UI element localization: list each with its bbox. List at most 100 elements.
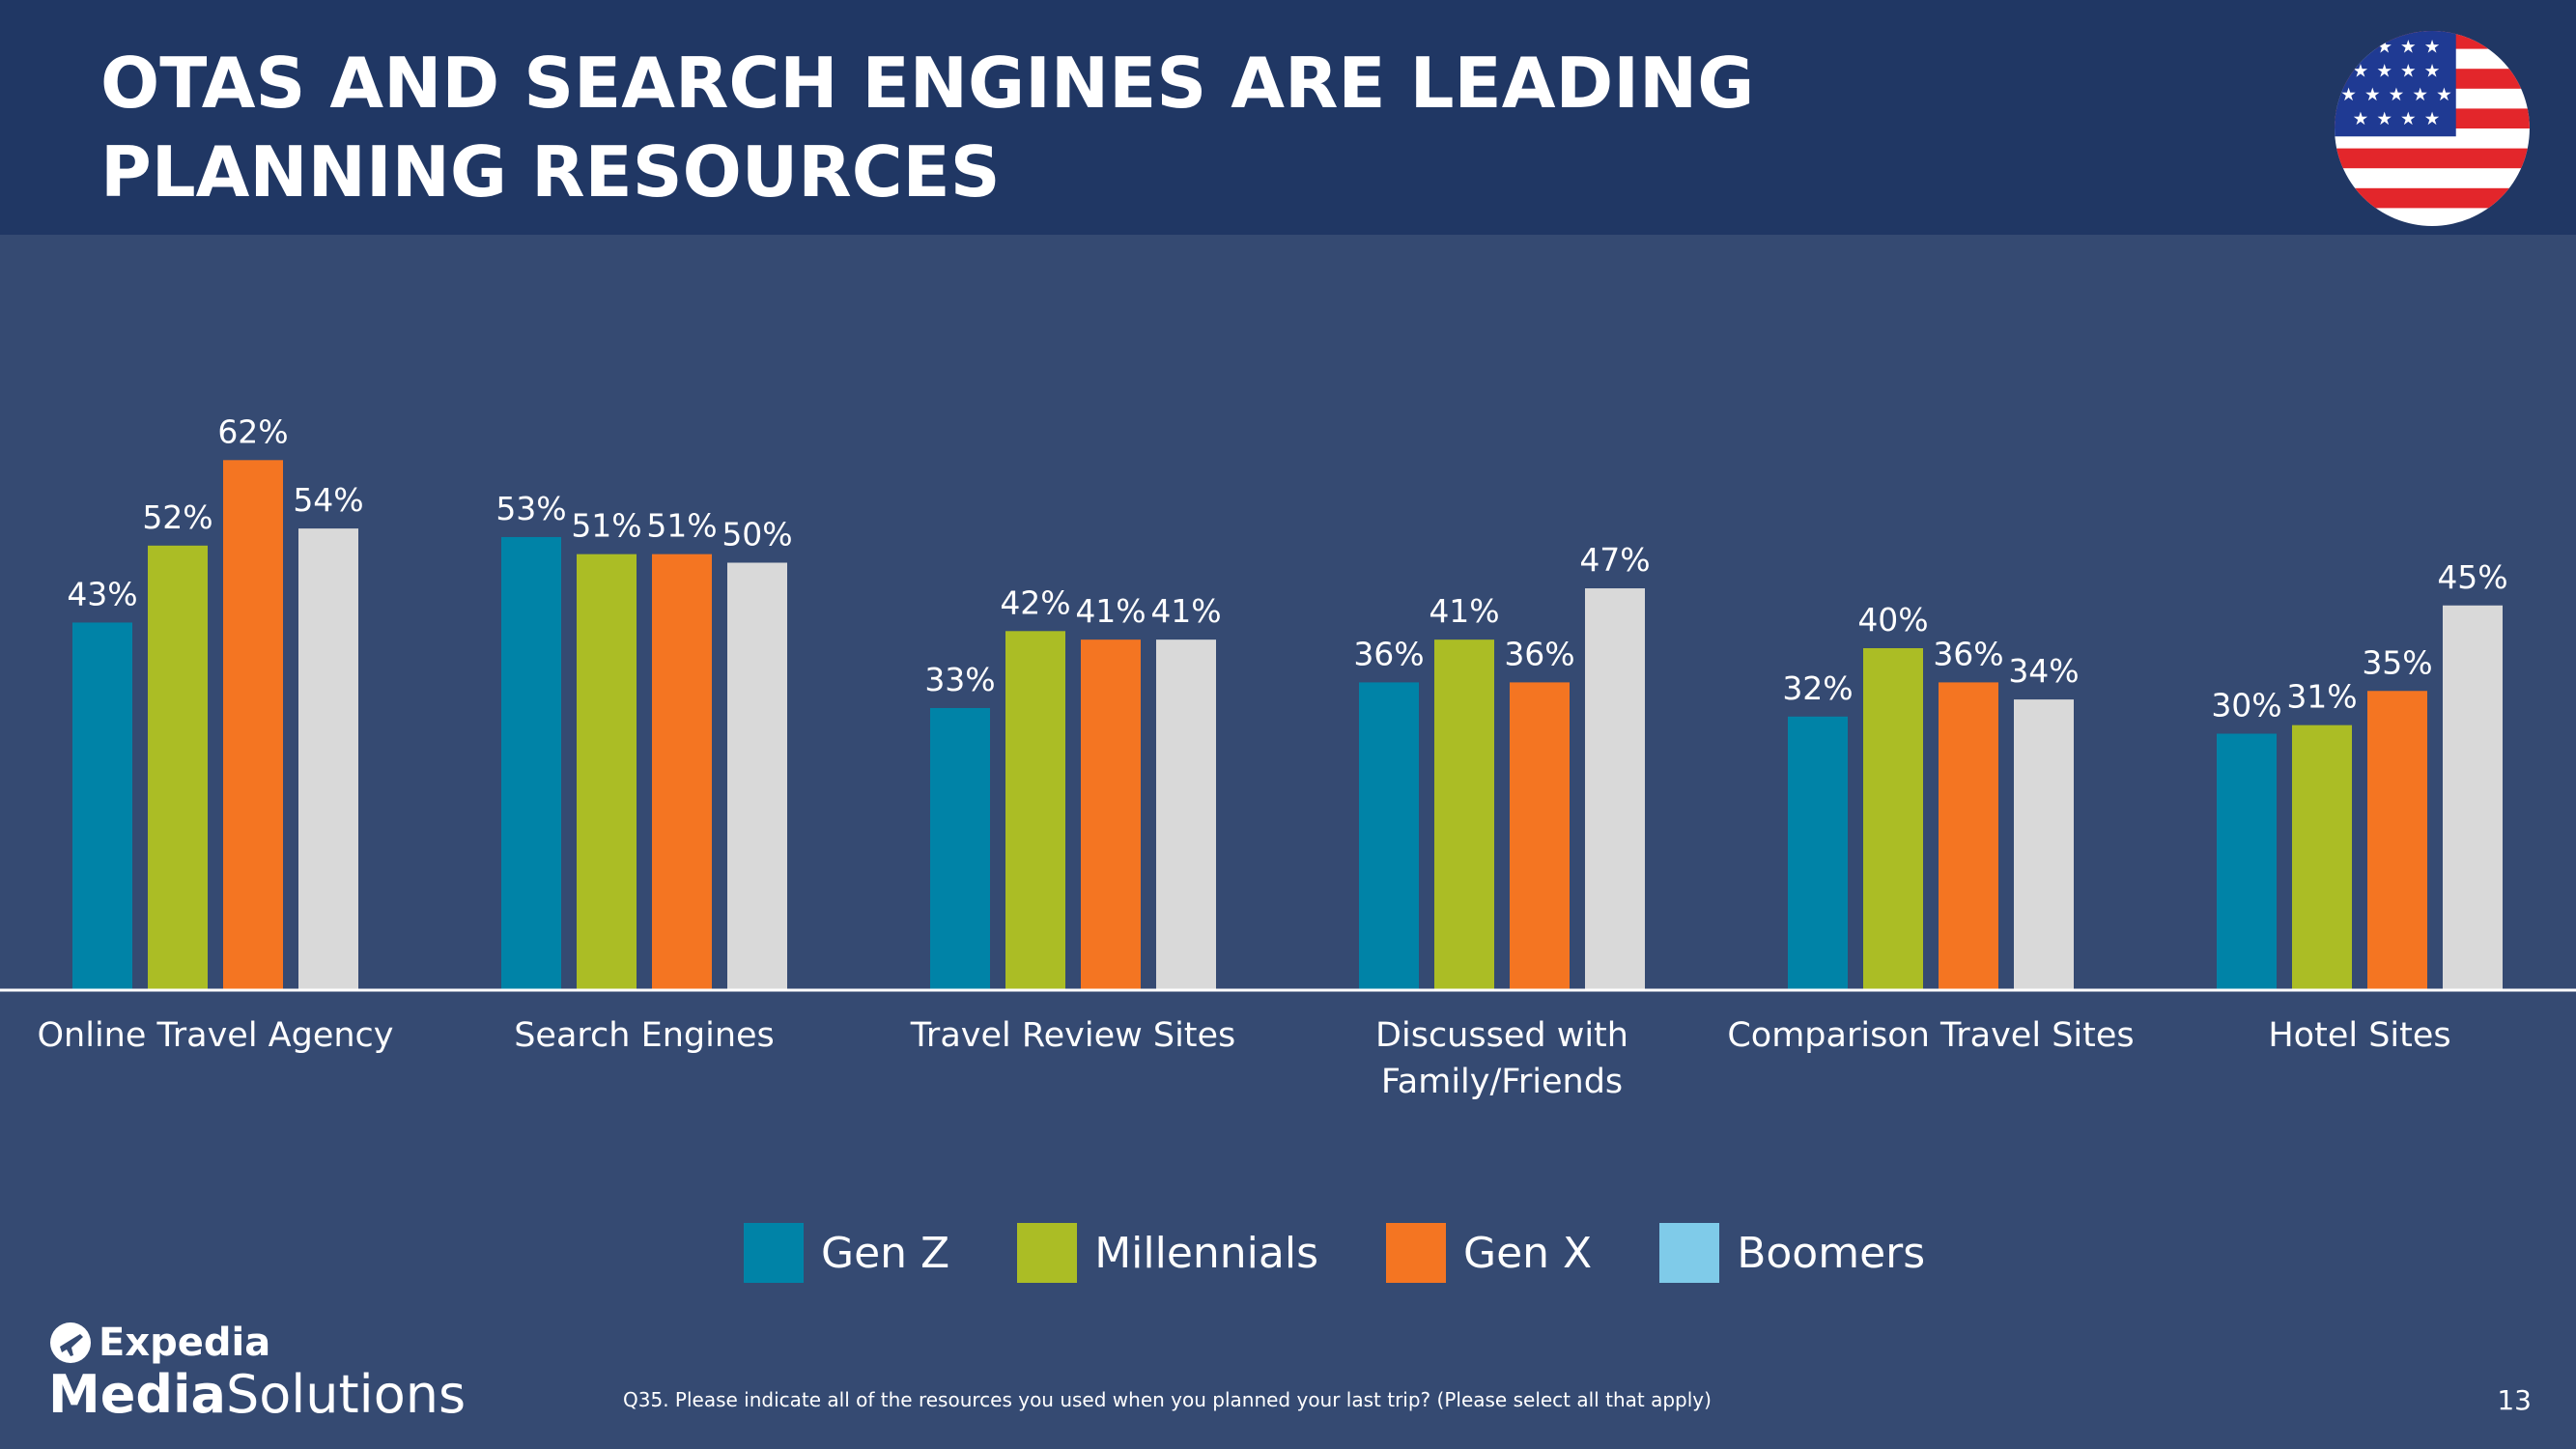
bar-gen-x-2 xyxy=(1081,639,1141,990)
svg-text:★: ★ xyxy=(2364,85,2381,105)
category-label-1-0: Search Engines xyxy=(514,1016,775,1055)
value-label-boomers-4: 34% xyxy=(2008,652,2079,690)
logo-media-text: Media xyxy=(48,1364,226,1425)
bar-chart: 43%52%62%54% 53% 51% 51% 50%33%42% 41% 41%36%4… xyxy=(0,412,2576,1101)
svg-text:★: ★ xyxy=(2400,38,2417,58)
bar-group xyxy=(72,460,2503,990)
bar-boomers-4 xyxy=(2014,699,2074,990)
bar-boomers-2 xyxy=(1156,639,1216,990)
legend-label-gen-z: Gen Z xyxy=(821,1228,950,1278)
legend-label-gen-x: Gen X xyxy=(1463,1228,1593,1278)
svg-text:★: ★ xyxy=(2340,85,2357,105)
value-label-boomers-2: 41% xyxy=(1150,592,1221,630)
survey-footnote: Q35. Please indicate all of the resource… xyxy=(623,1388,1712,1411)
legend-swatch-gen-z xyxy=(744,1223,804,1283)
value-label-gen-z-0: 43% xyxy=(67,575,137,612)
page-title: OTAS AND SEARCH ENGINES ARE LEADING PLAN… xyxy=(100,39,1936,216)
value-label-boomers-3: 47% xyxy=(1579,541,1650,579)
category-label-0-0: Online Travel Agency xyxy=(37,1016,393,1055)
bar-boomers-5 xyxy=(2443,605,2503,990)
value-label-gen-x-2: 41% xyxy=(1075,592,1146,630)
category-label-3-1: Family/Friends xyxy=(1381,1063,1623,1101)
value-label-gen-z-1: 53% xyxy=(495,490,566,527)
header-band: OTAS AND SEARCH ENGINES ARE LEADING PLAN… xyxy=(0,0,2576,235)
svg-text:★: ★ xyxy=(2389,85,2405,105)
value-label-gen-z-4: 32% xyxy=(1782,669,1853,707)
logo-top-row: Expedia xyxy=(48,1316,466,1370)
svg-text:★: ★ xyxy=(2436,85,2452,105)
bar-boomers-3 xyxy=(1585,588,1645,990)
bar-gen-x-4 xyxy=(1939,682,1998,990)
value-label-gen-x-3: 36% xyxy=(1504,635,1574,672)
bar-gen-x-3 xyxy=(1510,682,1570,990)
svg-text:★: ★ xyxy=(2353,61,2369,81)
bar-boomers-0 xyxy=(298,528,358,990)
legend-item-boomers: Boomers xyxy=(1659,1223,1925,1283)
logo-solutions-text: Solutions xyxy=(225,1364,467,1425)
legend-swatch-millennials xyxy=(1017,1223,1078,1283)
svg-text:★: ★ xyxy=(2424,38,2441,58)
bar-gen-x-0 xyxy=(223,460,283,990)
svg-text:★: ★ xyxy=(2400,61,2417,81)
logo-product-text: MediaSolutions xyxy=(48,1366,466,1424)
bar-gen-z-4 xyxy=(1788,716,1848,990)
bar-gen-z-0 xyxy=(72,622,132,990)
svg-text:★: ★ xyxy=(2400,109,2417,129)
bar-millennials-0 xyxy=(148,545,208,990)
svg-text:★: ★ xyxy=(2353,109,2369,129)
bar-millennials-2 xyxy=(1005,631,1065,990)
title-line-1: OTAS AND SEARCH ENGINES ARE LEADING xyxy=(100,43,1755,124)
expedia-plane-icon xyxy=(50,1322,91,1363)
value-label-boomers-5: 45% xyxy=(2437,558,2507,596)
bar-millennials-4 xyxy=(1863,648,1923,990)
category-label-5-0: Hotel Sites xyxy=(2268,1016,2450,1055)
us-flag-icon: ★ ★ ★ ★ ★ ★ ★ ★ ★ ★ ★ ★ ★ ★ ★ ★ xyxy=(2335,31,2530,226)
bar-gen-z-2 xyxy=(930,707,990,990)
legend-item-gen-x: Gen X xyxy=(1386,1223,1592,1283)
legend-item-gen-z: Gen Z xyxy=(744,1223,949,1283)
expedia-media-solutions-logo: Expedia MediaSolutions xyxy=(48,1316,466,1424)
category-label-group: Online Travel Agency Search Engines Travel… xyxy=(37,1016,2450,1101)
legend-swatch-gen-x xyxy=(1386,1223,1447,1283)
value-label-millennials-5: 31% xyxy=(2286,678,2357,716)
category-label-3-0: Discussed with xyxy=(1375,1016,1628,1055)
bar-gen-x-1 xyxy=(652,554,712,990)
category-label-4-0: Comparison Travel Sites xyxy=(1727,1016,2134,1055)
value-label-gen-x-0: 62% xyxy=(217,412,288,450)
value-label-gen-z-2: 33% xyxy=(924,661,995,698)
bar-gen-z-1 xyxy=(501,536,561,990)
value-label-millennials-0: 52% xyxy=(142,498,212,536)
value-label-gen-z-5: 30% xyxy=(2211,687,2281,724)
value-label-gen-x-4: 36% xyxy=(1933,635,2003,672)
legend-swatch-boomers xyxy=(1659,1223,1720,1283)
bar-gen-z-3 xyxy=(1359,682,1419,990)
svg-text:★: ★ xyxy=(2412,85,2428,105)
bar-millennials-5 xyxy=(2292,724,2352,990)
value-label-group: 43%52%62%54% 53% 51% 51% 50%33%42% 41% 41%36%4… xyxy=(67,412,2507,724)
page-number: 13 xyxy=(2497,1384,2532,1416)
bar-millennials-1 xyxy=(577,554,637,990)
svg-text:★: ★ xyxy=(2376,38,2392,58)
value-label-boomers-0: 54% xyxy=(293,481,363,519)
bar-millennials-3 xyxy=(1434,639,1494,990)
value-label-boomers-1: 50% xyxy=(722,516,792,554)
legend-label-boomers: Boomers xyxy=(1737,1228,1926,1278)
logo-brand-text: Expedia xyxy=(99,1321,271,1365)
value-label-millennials-1: 51% xyxy=(571,507,641,545)
svg-text:★: ★ xyxy=(2376,61,2392,81)
value-label-millennials-4: 40% xyxy=(1857,601,1928,639)
category-label-2-0: Travel Review Sites xyxy=(910,1016,1236,1055)
svg-text:★: ★ xyxy=(2424,109,2441,129)
value-label-millennials-2: 42% xyxy=(1000,583,1070,621)
chart-legend: Gen Z Millennials Gen X Boomers xyxy=(744,1222,1993,1284)
bar-gen-x-5 xyxy=(2367,691,2427,990)
svg-text:★: ★ xyxy=(2424,61,2441,81)
bar-boomers-1 xyxy=(727,562,787,990)
legend-item-millennials: Millennials xyxy=(1017,1223,1318,1283)
legend-label-millennials: Millennials xyxy=(1094,1228,1319,1278)
title-line-2: PLANNING RESOURCES xyxy=(100,131,1001,213)
value-label-gen-x-1: 51% xyxy=(646,507,717,545)
bar-gen-z-5 xyxy=(2217,733,2277,990)
value-label-millennials-3: 41% xyxy=(1429,592,1499,630)
svg-text:★: ★ xyxy=(2376,109,2392,129)
